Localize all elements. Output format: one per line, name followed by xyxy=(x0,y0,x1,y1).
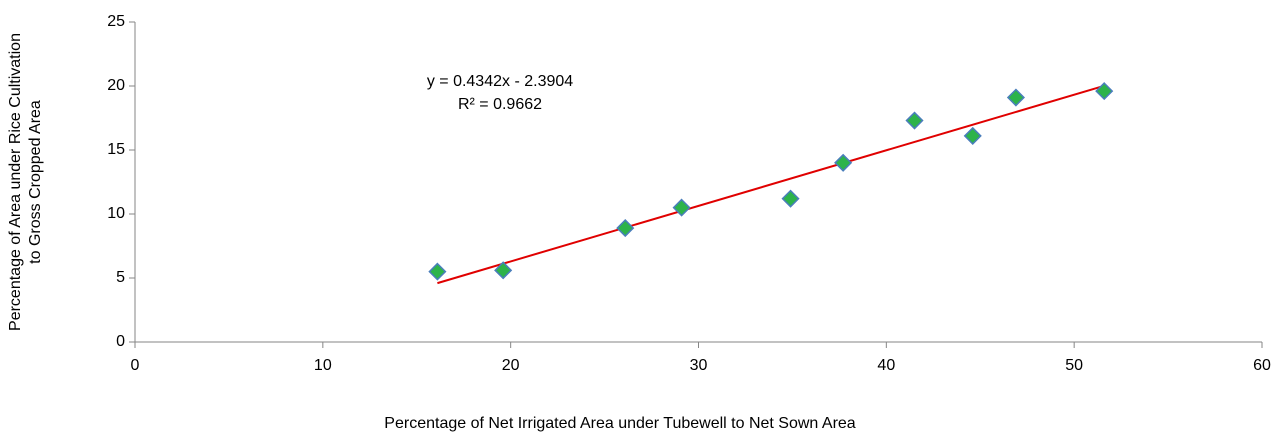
y-tick-label: 20 xyxy=(107,77,125,94)
trendline-r2: R² = 0.9662 xyxy=(458,96,542,113)
data-point xyxy=(672,198,691,217)
data-point xyxy=(1095,82,1114,101)
y-tick-label: 15 xyxy=(107,141,125,158)
trendline-equation: y = 0.4342x - 2.3904 xyxy=(427,73,573,90)
y-tick-label: 0 xyxy=(116,333,125,350)
trendline xyxy=(437,84,1105,285)
x-tick-label: 10 xyxy=(314,357,332,374)
x-tick-label: 60 xyxy=(1253,357,1271,374)
data-point xyxy=(781,189,800,208)
y-tick-label: 10 xyxy=(107,205,125,222)
x-axis-label: Percentage of Net Irrigated Area under T… xyxy=(384,415,855,432)
data-point xyxy=(963,126,982,145)
data-point xyxy=(905,111,924,130)
data-point xyxy=(428,262,447,281)
y-tick-label: 25 xyxy=(107,13,125,30)
x-tick-label: 50 xyxy=(1065,357,1083,374)
y-tick-label: 5 xyxy=(116,269,125,286)
x-tick-label: 20 xyxy=(502,357,520,374)
x-tick-label: 40 xyxy=(877,357,895,374)
data-point xyxy=(1006,88,1026,107)
data-point xyxy=(834,153,853,172)
x-tick-label: 30 xyxy=(690,357,708,374)
data-point xyxy=(494,261,513,280)
y-axis-label: Percentage of Area under Rice Cultivatio… xyxy=(7,33,24,331)
data-point xyxy=(616,219,635,238)
x-tick-label: 0 xyxy=(131,357,140,374)
y-axis-label: to Gross Cropped Area xyxy=(27,100,44,264)
